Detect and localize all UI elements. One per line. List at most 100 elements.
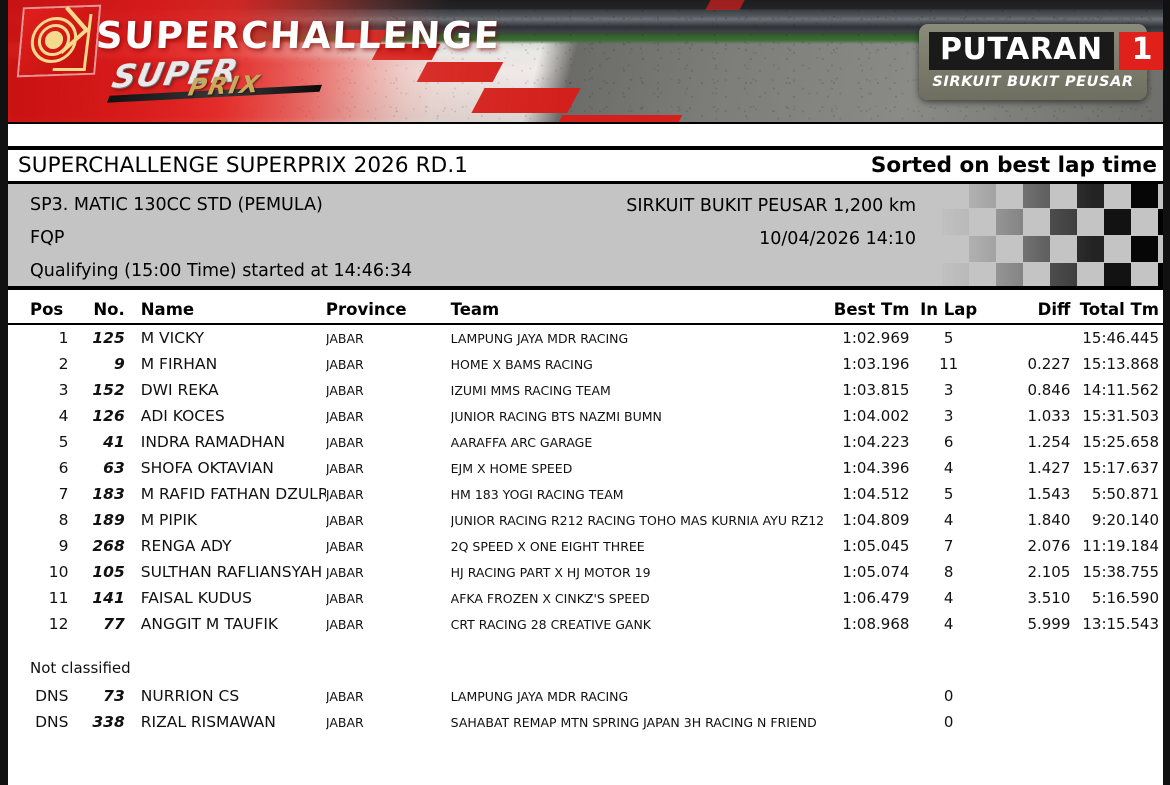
- column-header-best-tm[interactable]: Best Tm: [822, 298, 910, 325]
- cell-province: JABAR: [325, 330, 364, 346]
- cell-team: LAMPUNG JAYA MDR RACING: [450, 688, 629, 704]
- table-row[interactable]: 6 63 SHOFA OKTAVIAN JABAR EJM X HOME SPEED 1:…: [8, 455, 1163, 481]
- cell-team: AARAFFA ARC GARAGE: [450, 434, 593, 450]
- cell-pos: 9: [58, 537, 69, 555]
- cell-no: 77: [103, 615, 125, 633]
- cell-team: IZUMI MMS RACING TEAM: [450, 382, 611, 398]
- cell-pos: 2: [58, 355, 69, 373]
- cell-diff: 1.543: [1027, 485, 1071, 503]
- checker-square: [969, 184, 996, 208]
- cell-total-tm: [1070, 709, 1163, 735]
- cell-in-lap: 3: [943, 407, 954, 425]
- cell-in-lap: 7: [943, 537, 954, 555]
- column-header-no[interactable]: No.: [80, 298, 133, 325]
- cell-no: 105: [92, 563, 125, 581]
- table-row[interactable]: 8 189 M PIPIK JABAR JUNIOR RACING R212 RACIN…: [8, 507, 1163, 533]
- cell-team: SAHABAT REMAP MTN SPRING JAPAN 3H RACING…: [450, 714, 817, 730]
- cell-province: JABAR: [325, 460, 364, 476]
- checker-square: [969, 236, 996, 262]
- column-header-team[interactable]: Team: [450, 298, 823, 325]
- round-circuit-name: SIRKUIT BUKIT PEUSAR: [932, 74, 1134, 90]
- table-row[interactable]: 3 152 DWI REKA JABAR IZUMI MMS RACING TEAM 1:…: [8, 377, 1163, 403]
- session-meta-left: SP3. MATIC 130CC STD (PEMULA) FQP Qualif…: [30, 184, 590, 286]
- column-header-diff[interactable]: Diff: [987, 298, 1071, 325]
- cell-no: 183: [92, 485, 125, 503]
- cell-in-lap: 3: [943, 381, 954, 399]
- column-header-pos[interactable]: Pos: [8, 298, 81, 325]
- cell-pos: 11: [48, 589, 69, 607]
- session-meta-right: SIRKUIT BUKIT PEUSAR 1,200 km 10/04/2026…: [568, 184, 916, 286]
- cell-in-lap: 5: [943, 329, 954, 347]
- table-row[interactable]: 11 141 FAISAL KUDUS JABAR AFKA FROZEN X CINK…: [8, 585, 1163, 611]
- cell-diff: 1.033: [1027, 407, 1071, 425]
- event-banner: SUPERCHALLENGE SUPER PRIX PUTARAN 1 SIRK…: [8, 0, 1163, 124]
- cell-in-lap: 4: [943, 615, 954, 633]
- cell-province: JABAR: [325, 382, 364, 398]
- round-badge: PUTARAN 1 SIRKUIT BUKIT PEUSAR: [919, 24, 1163, 100]
- cell-best-tm: 1:04.396: [842, 459, 910, 477]
- cell-team: JUNIOR RACING BTS NAZMI BUMN: [450, 408, 662, 424]
- not-classified-row[interactable]: DNS 73 NURRION CS JABAR LAMPUNG JAYA MDR RAC…: [8, 683, 1163, 709]
- cell-total-tm: 15:38.755: [1082, 563, 1159, 581]
- session-code: FQP: [30, 228, 65, 248]
- cell-total-tm: 5:50.871: [1091, 485, 1159, 503]
- not-classified-row[interactable]: DNS 338 RIZAL RISMAWAN JABAR SAHABAT REMAP M…: [8, 709, 1163, 735]
- column-header-name[interactable]: Name: [132, 298, 326, 325]
- cell-in-lap: 5: [943, 485, 954, 503]
- cell-no: 63: [103, 459, 125, 477]
- cell-province: JABAR: [325, 486, 364, 502]
- cell-team: HJ RACING PART X HJ MOTOR 19: [450, 564, 651, 580]
- checker-square: [915, 184, 942, 208]
- cell-in-lap: 4: [943, 459, 954, 477]
- table-row[interactable]: 12 77 ANGGIT M TAUFIK JABAR CRT RACING 28 CR…: [8, 611, 1163, 637]
- cell-in-lap: 6: [943, 433, 954, 451]
- table-row[interactable]: 2 9 M FIRHAN JABAR HOME X BAMS RACING 1:03.19…: [8, 351, 1163, 377]
- table-row[interactable]: 9 268 RENGA ADY JABAR 2Q SPEED X ONE EIGHT T…: [8, 533, 1163, 559]
- cell-pos: 1: [58, 329, 69, 347]
- column-header-province[interactable]: Province: [325, 298, 451, 325]
- cell-name: ANGGIT M TAUFIK: [140, 615, 279, 633]
- circuit-name: SIRKUIT BUKIT PEUSAR 1,200 km: [626, 196, 916, 216]
- checker-square: [1023, 184, 1050, 208]
- cell-name: NURRION CS: [140, 687, 240, 705]
- cell-pos: 5: [58, 433, 69, 451]
- title-bar: SUPERCHALLENGE SUPERPRIX 2026 RD.1 Sorte…: [8, 146, 1163, 184]
- column-header-in-lap[interactable]: In Lap: [909, 298, 988, 325]
- cell-total-tm: 15:46.445: [1082, 329, 1159, 347]
- cell-diff: 3.510: [1027, 589, 1071, 607]
- cell-name: RENGA ADY: [140, 537, 232, 555]
- cell-diff: 0.846: [1027, 381, 1071, 399]
- cell-name: M RAFID FATHAN DZULRIS: [140, 485, 326, 503]
- cell-name: M PIPIK: [140, 511, 198, 529]
- table-row[interactable]: 7 183 M RAFID FATHAN DZULRIS JABAR HM 183 YO…: [8, 481, 1163, 507]
- cell-province: JABAR: [325, 356, 364, 372]
- session-datetime: 10/04/2026 14:10: [759, 229, 916, 249]
- cell-best-tm: [823, 709, 910, 735]
- cell-best-tm: 1:03.815: [842, 381, 910, 399]
- checker-square: [1104, 209, 1131, 235]
- checker-square: [996, 263, 1023, 286]
- column-header-total-tm[interactable]: Total Tm: [1070, 298, 1163, 325]
- checker-square: [1077, 236, 1104, 262]
- cell-name: INDRA RAMADHAN: [140, 433, 286, 451]
- table-row[interactable]: 10 105 SULTHAN RAFLIANSYAH JABAR HJ RACING P…: [8, 559, 1163, 585]
- class-name: SP3. MATIC 130CC STD (PEMULA): [30, 195, 323, 215]
- table-row[interactable]: 5 41 INDRA RAMADHAN JABAR AARAFFA ARC GARAGE…: [8, 429, 1163, 455]
- checker-square: [1077, 184, 1104, 208]
- checker-square: [1023, 236, 1050, 262]
- cell-name: SULTHAN RAFLIANSYAH: [140, 563, 323, 581]
- table-header-row: Pos No. Name Province Team Best Tm In La…: [8, 298, 1163, 325]
- checker-square: [942, 209, 969, 235]
- cell-no: 152: [92, 381, 125, 399]
- checker-square: [1050, 263, 1077, 286]
- cell-diff: 5.999: [1027, 615, 1071, 633]
- cell-diff: [988, 709, 1071, 735]
- checker-square: [915, 236, 942, 262]
- cell-pos: 7: [58, 485, 69, 503]
- table-row[interactable]: 4 126 ADI KOCES JABAR JUNIOR RACING BTS NAZM…: [8, 403, 1163, 429]
- cell-no: 9: [113, 355, 125, 373]
- cell-no: 41: [103, 433, 125, 451]
- table-row[interactable]: 1 125 M VICKY JABAR LAMPUNG JAYA MDR RACING 1…: [8, 324, 1163, 351]
- cell-name: SHOFA OKTAVIAN: [140, 459, 274, 477]
